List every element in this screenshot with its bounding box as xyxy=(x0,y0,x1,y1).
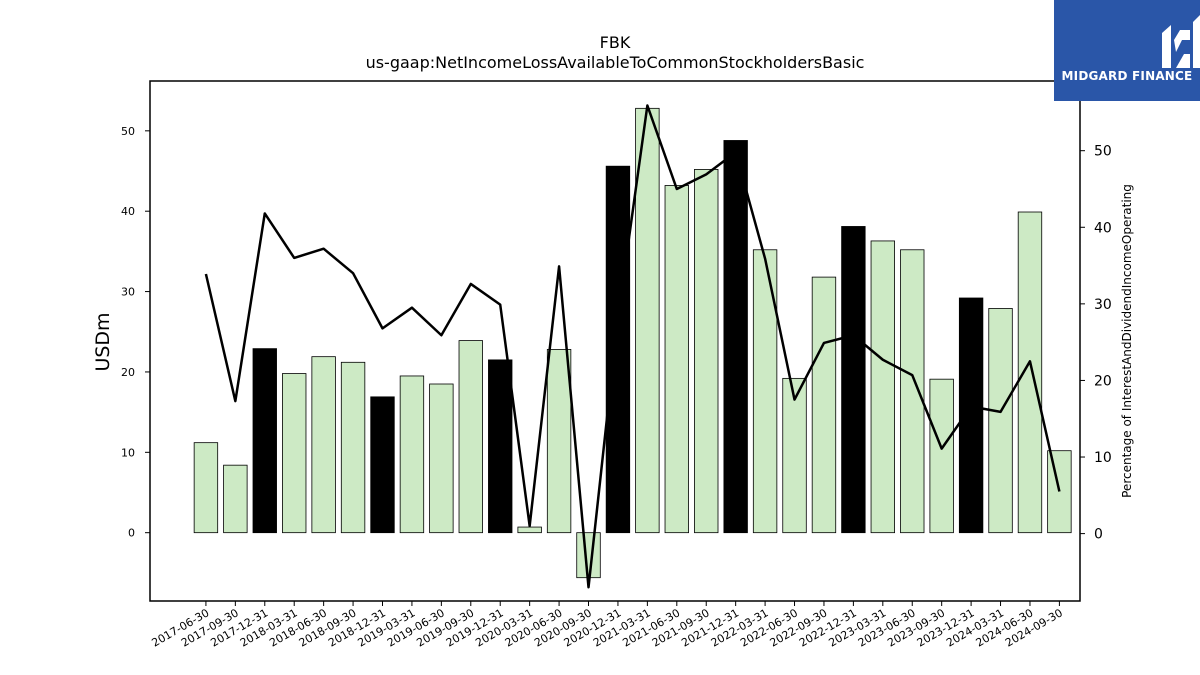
y-axis-label: USDm xyxy=(92,312,114,371)
bar xyxy=(252,348,277,534)
bar xyxy=(576,532,601,579)
bar xyxy=(605,165,631,534)
bar xyxy=(694,169,719,534)
bar xyxy=(458,340,483,534)
y2-axis-label: Percentage of InterestAndDividendIncomeO… xyxy=(1120,184,1134,498)
bar xyxy=(546,349,572,534)
bar xyxy=(429,383,454,534)
bar xyxy=(958,297,984,534)
series-line xyxy=(204,104,1061,589)
plot-frame xyxy=(149,80,1081,602)
y2-tick-label: 0 xyxy=(1094,527,1103,543)
chart-subtitle: us-gaap:NetIncomeLossAvailableToCommonSt… xyxy=(366,53,865,72)
y2-tick-label: 20 xyxy=(1094,373,1112,389)
bar xyxy=(900,249,925,534)
bar xyxy=(223,464,248,534)
bar xyxy=(811,276,837,534)
bar xyxy=(1047,450,1072,534)
brand-logo-text: MIDGARD FINANCE xyxy=(1061,69,1193,83)
line-series xyxy=(204,104,1061,589)
chart-title: FBK xyxy=(600,33,631,52)
bar xyxy=(370,396,395,534)
y2-tick-label: 50 xyxy=(1094,144,1112,160)
y-tick-label: 30 xyxy=(121,286,135,299)
y-tick-label: 10 xyxy=(121,446,135,459)
y2-tick-label: 40 xyxy=(1094,220,1112,236)
bar xyxy=(929,378,954,534)
y-tick-label: 50 xyxy=(121,125,135,138)
bar xyxy=(841,226,866,534)
bar xyxy=(988,308,1013,534)
bar xyxy=(340,361,366,534)
bar xyxy=(752,249,778,534)
y-tick-label: 40 xyxy=(121,205,135,218)
bar xyxy=(311,356,336,534)
bar xyxy=(282,373,307,534)
bar xyxy=(870,240,895,534)
y-tick-label: 20 xyxy=(121,366,135,379)
y2-tick-label: 10 xyxy=(1094,450,1112,466)
bar xyxy=(664,185,689,534)
bar xyxy=(517,526,542,534)
y2-tick-label: 30 xyxy=(1094,297,1112,313)
brand-logo-mark xyxy=(1162,15,1200,68)
bar xyxy=(399,375,425,534)
bar xyxy=(723,140,748,534)
bar-series xyxy=(193,107,1072,579)
y-tick-label: 0 xyxy=(128,527,135,540)
bar xyxy=(1017,211,1043,534)
bar xyxy=(488,359,513,534)
brand-logo: MIDGARD FINANCE xyxy=(1054,0,1200,101)
bar xyxy=(193,442,219,534)
bar xyxy=(782,377,807,534)
